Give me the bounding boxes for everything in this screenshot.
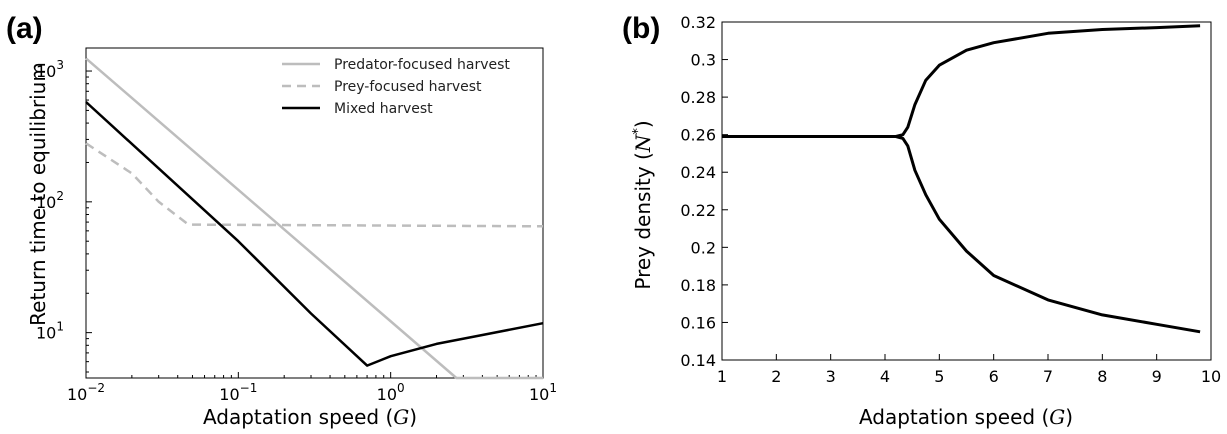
panel-b-xtick-label: 5 xyxy=(934,367,944,386)
panel-b-axes: 1 2 3 4 5 6 7 8 9 10 0.14 0.16 0.18 0.2 0.22 0.24 0.26 0.… xyxy=(680,13,1221,386)
panel-a-xaxis-title: Adaptation speed (G) xyxy=(203,405,417,429)
panel-b-chart: (b) 1 2 3 4 5 6 7 8 9 10 0.14 0.16 0.18 0.2 0.22 0.24 0.… xyxy=(622,12,1221,429)
panel-a-legend: Predator-focused harvest Prey-focused har… xyxy=(282,57,510,117)
series-line-upper-branch xyxy=(722,24,1201,138)
panel-a-ytick-label: 103 xyxy=(36,58,64,81)
panel-b-xtick-label: 4 xyxy=(880,367,890,386)
panel-b-plot-frame xyxy=(721,21,1212,361)
panel-a-xtick-label: 10−2 xyxy=(67,381,105,404)
panel-b-ytick-label: 0.16 xyxy=(680,313,716,332)
panel-a-xtick-label: 10−1 xyxy=(219,381,257,404)
panel-a-series-group xyxy=(85,57,544,380)
panel-b-ytick-label: 0.2 xyxy=(691,238,716,257)
series-line-lower-branch xyxy=(722,135,1201,334)
panel-b-ytick-label: 0.32 xyxy=(680,13,716,32)
panel-b-ytick-label: 0.22 xyxy=(680,201,716,220)
panel-a-label: (a) xyxy=(6,12,43,45)
panel-b-series-group xyxy=(722,24,1201,334)
panel-b-ytick-label: 0.18 xyxy=(680,276,716,295)
series-line-mixed-harvest xyxy=(85,101,544,367)
panel-b-xtick-label: 3 xyxy=(826,367,836,386)
panel-b-xaxis-title: Adaptation speed (G) xyxy=(859,405,1073,429)
legend-label-prey-focused-harvest: Prey-focused harvest xyxy=(334,79,482,95)
legend-label-predator-focused-harvest: Predator-focused harvest xyxy=(334,57,510,73)
panel-a-xtick-label: 101 xyxy=(529,381,557,404)
panel-a-xtick-label: 100 xyxy=(377,381,405,404)
panel-a-yaxis-title: Return time to equilibrium xyxy=(26,62,50,326)
panel-a-chart: (a) 10−2 10−1 100 101 101 102 103 Predator-foc… xyxy=(6,12,557,429)
panel-a-ytick-label: 101 xyxy=(36,320,64,343)
panel-b-xtick-label: 6 xyxy=(989,367,999,386)
panel-b-label: (b) xyxy=(622,12,660,45)
legend-label-mixed-harvest: Mixed harvest xyxy=(334,101,433,117)
panel-a-ytick-label: 102 xyxy=(36,189,64,212)
panel-b-xtick-label: 1 xyxy=(717,367,727,386)
panel-b-yaxis-title: Prey density (N*) xyxy=(631,120,655,289)
panel-b-xtick-label: 9 xyxy=(1152,367,1162,386)
panel-b-ytick-label: 0.14 xyxy=(680,351,716,370)
panel-b-xtick-label: 7 xyxy=(1043,367,1053,386)
panel-a-plot-frame xyxy=(85,47,544,379)
panel-b-ytick-label: 0.26 xyxy=(680,126,716,145)
panel-b-xtick-label: 8 xyxy=(1097,367,1107,386)
panel-b-ytick-label: 0.24 xyxy=(680,163,716,182)
series-line-predator-focused-harvest xyxy=(85,57,543,380)
series-line-prey-focused-harvest xyxy=(85,142,544,228)
panel-b-ytick-label: 0.3 xyxy=(691,51,716,70)
panel-b-ytick-label: 0.28 xyxy=(680,88,716,107)
panel-b-xtick-label: 10 xyxy=(1201,367,1221,386)
panel-a-axes: 10−2 10−1 100 101 101 102 103 xyxy=(36,47,557,404)
panel-b-xtick-label: 2 xyxy=(771,367,781,386)
